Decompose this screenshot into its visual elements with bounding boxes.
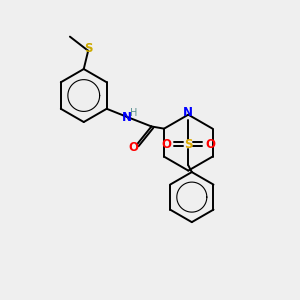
- Text: O: O: [161, 138, 172, 151]
- Text: S: S: [84, 42, 92, 55]
- Text: H: H: [130, 109, 137, 118]
- Text: S: S: [184, 138, 193, 151]
- Text: N: N: [183, 106, 193, 119]
- Text: O: O: [205, 138, 215, 151]
- Text: N: N: [122, 110, 132, 124]
- Text: O: O: [128, 141, 138, 154]
